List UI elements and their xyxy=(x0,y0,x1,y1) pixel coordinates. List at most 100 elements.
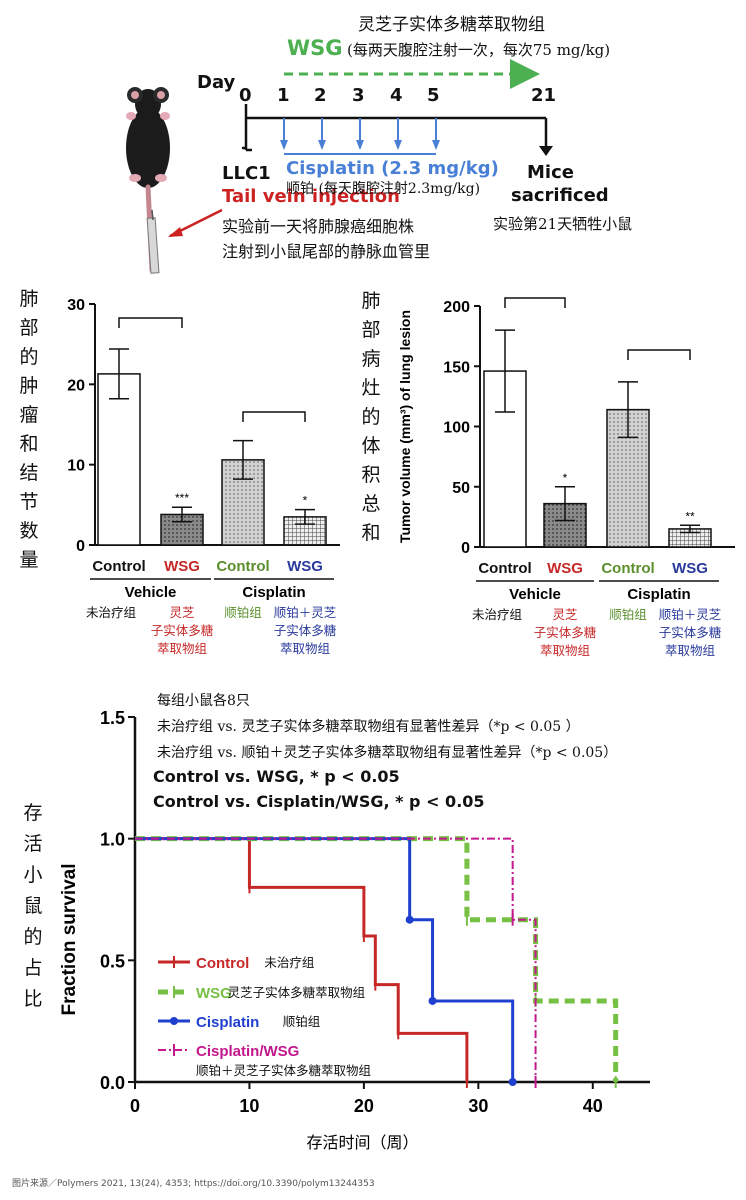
category-label: WSG xyxy=(164,558,200,575)
cisplatin-injection-arrows xyxy=(280,118,440,155)
y-tick-label: 0.5 xyxy=(100,951,125,971)
mouse-illustration xyxy=(126,87,170,274)
tail-vein-cn-1: 实验前一天将肺腺癌细胞株 xyxy=(222,217,415,236)
group-label: Vehicle xyxy=(509,586,561,603)
survival-stats-1: Control vs. WSG, * p < 0.05 xyxy=(153,767,400,786)
day-tick-3: 3 xyxy=(352,85,365,106)
x-axis-label: 存活时间（周） xyxy=(306,1133,418,1152)
cisplatin-arrowhead xyxy=(394,140,402,150)
x-tick-label: 20 xyxy=(354,1096,374,1116)
day-tick-4: 4 xyxy=(390,85,403,106)
y-tick-label: 10 xyxy=(67,458,85,475)
y-tick-label: 1.0 xyxy=(100,830,125,850)
legend-label: Cisplatin/WSG xyxy=(196,1043,299,1060)
significance-mark: ** xyxy=(685,509,695,523)
x-tick-label: 0 xyxy=(130,1096,140,1116)
tail-vein-label: Tail vein injection xyxy=(222,186,400,207)
category-cn-label: 子实体多糖 xyxy=(534,625,597,640)
llc1-label: LLC1 xyxy=(222,163,271,184)
category-cn-label: 顺铂组 xyxy=(224,605,262,620)
y-tick-label: 100 xyxy=(443,420,470,437)
chart2-ylabel-cn: 肺部病灶的体积总和 xyxy=(361,290,381,544)
cisplatin-cn: 顺铂 (每天腹腔注射2.3mg/kg) xyxy=(286,181,481,197)
survival-point xyxy=(405,915,414,924)
category-cn-label: 萃取物组 xyxy=(280,641,330,656)
category-cn-label: 子实体多糖 xyxy=(151,623,214,638)
y-tick-label: 20 xyxy=(67,377,85,394)
category-cn-label: 顺铂组 xyxy=(609,607,647,622)
significance-bracket xyxy=(504,297,566,308)
legend-cn-label: 顺铂＋灵芝子实体多糖萃取物组 xyxy=(196,1063,371,1078)
y-tick-label: 30 xyxy=(67,297,85,314)
category-label: WSG xyxy=(547,560,583,577)
category-label: Control xyxy=(216,558,269,575)
cisplatin-arrowhead xyxy=(432,140,440,150)
survival-point xyxy=(428,996,437,1005)
x-tick-label: 30 xyxy=(468,1096,488,1116)
x-tick-label: 10 xyxy=(239,1096,259,1116)
significance-bracket xyxy=(118,317,183,328)
tumor-volume-chart: 0 50 100 150 200 Control 未治疗组 * WSG 灵芝子实体多糖萃取物组 Co… xyxy=(397,297,735,658)
legend-cn-label: 顺铂组 xyxy=(283,1014,321,1029)
mice-cn: 实验第21天牺牲小鼠 xyxy=(493,215,633,233)
mice-label-2: sacrificed xyxy=(511,185,609,206)
survival-note-1: 每组小鼠各8只 xyxy=(157,693,250,709)
category-cn-label: 灵芝 xyxy=(169,605,195,620)
day-tick-21: 21 xyxy=(531,85,557,106)
x-tick-label: 40 xyxy=(583,1096,603,1116)
y-tick-label: 0 xyxy=(76,538,85,555)
y-tick-label: 200 xyxy=(443,299,470,316)
wsg-cn-title: 灵芝子实体多糖萃取物组 xyxy=(358,15,545,35)
survival-line-cisplatin xyxy=(135,837,515,1082)
legend-label: Control xyxy=(196,955,249,972)
significance-mark: * xyxy=(563,471,568,485)
category-label: Control xyxy=(92,558,145,575)
wsg-cn-dose: (每两天腹腔注射一次，每次75 mg/kg) xyxy=(347,41,611,59)
category-label: Control xyxy=(478,560,531,577)
tail-vein-cn-2: 注射到小鼠尾部的静脉血管里 xyxy=(222,242,431,261)
timeline xyxy=(126,59,553,274)
category-cn-label: 未治疗组 xyxy=(472,607,522,622)
survival-line-control xyxy=(135,837,469,1082)
category-cn-label: 子实体多糖 xyxy=(659,625,722,640)
survival-note-3: 未治疗组 vs. 顺铂＋灵芝子实体多糖萃取物组有显著性差异（*p < 0.05） xyxy=(157,745,618,761)
legend-cn-label: 未治疗组 xyxy=(264,955,314,970)
y-tick-label: 50 xyxy=(452,480,470,497)
bar-0 xyxy=(97,373,141,546)
survival-stats-2: Control vs. Cisplatin/WSG, * p < 0.05 xyxy=(153,792,485,811)
day-label: Day xyxy=(197,72,236,93)
group-label: Cisplatin xyxy=(242,584,305,601)
chart3-ylabel-cn: 存活小鼠的占比 xyxy=(23,802,43,1010)
category-cn-label: 顺铂＋灵芝 xyxy=(659,607,722,622)
significance-bracket xyxy=(627,349,691,360)
day-tick-1: 1 xyxy=(277,85,290,106)
y-axis-label: Tumor volume (mm³) of lung lesion xyxy=(397,310,413,543)
y-tick-label: 0.0 xyxy=(100,1073,125,1093)
legend-marker xyxy=(170,1017,178,1025)
cisplatin-arrowhead xyxy=(318,140,326,150)
category-cn-label: 萃取物组 xyxy=(665,643,715,658)
category-cn-label: 未治疗组 xyxy=(86,605,136,620)
chart1-ylabel-cn: 肺部的肿瘤和结节数量 xyxy=(19,288,39,571)
survival-point xyxy=(508,1078,517,1086)
survival-note-2: 未治疗组 vs. 灵芝子实体多糖萃取物组有显著性差异（*p < 0.05 ） xyxy=(157,719,580,735)
significance-mark: * xyxy=(303,494,308,508)
day-tick-0: 0 xyxy=(239,85,252,106)
cisplatin-arrowhead xyxy=(280,140,288,150)
category-label: WSG xyxy=(672,560,708,577)
legend-cn-label: 灵芝子实体多糖萃取物组 xyxy=(228,985,366,1000)
category-label: WSG xyxy=(287,558,323,575)
day-tick-5: 5 xyxy=(427,85,440,106)
legend-label: Cisplatin xyxy=(196,1014,259,1031)
category-cn-label: 灵芝 xyxy=(552,607,578,622)
y-tick-label: 150 xyxy=(443,359,470,376)
category-cn-label: 萃取物组 xyxy=(540,643,590,658)
category-cn-label: 萃取物组 xyxy=(157,641,207,656)
survival-curve-chart: 0.0 0.5 1.0 1.5 0 10 20 30 40 存活时间（周） Fraction sur… xyxy=(59,708,650,1152)
survival-line-cisplatin-wsg xyxy=(135,837,537,1082)
significance-bracket xyxy=(242,411,306,422)
significance-mark: *** xyxy=(175,491,189,505)
category-label: Control xyxy=(601,560,654,577)
